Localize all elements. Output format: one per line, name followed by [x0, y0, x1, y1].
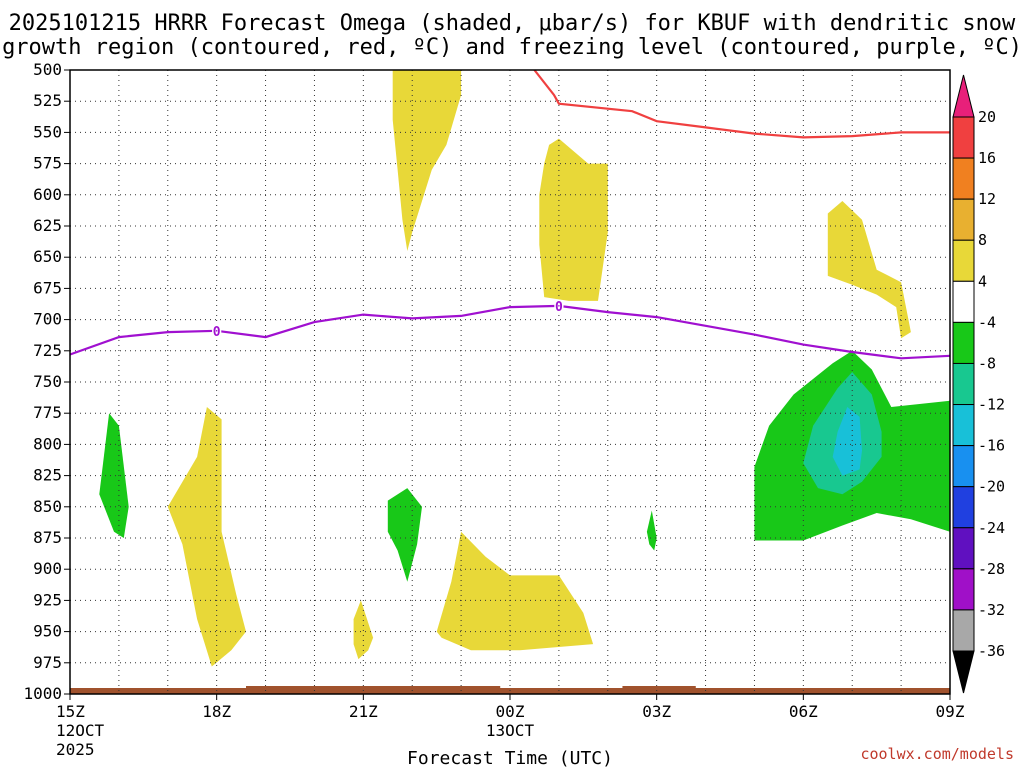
y-tick-label-550: 550 [33, 122, 62, 141]
x-tick-label-00Z: 00Z [496, 702, 525, 721]
x-tick-sublabel-00Z: 13OCT [486, 721, 535, 740]
colorbar-label-10: -24 [978, 519, 1005, 537]
y-axis-ticks: 500 525 550 575 600 625 650 675 700 725 750 775 800 8… [23, 60, 70, 703]
y-tick-label-875: 875 [33, 528, 62, 547]
omega-region-0 [392, 70, 462, 251]
colorbar-top-arrow [952, 74, 975, 118]
omega-region-1 [539, 138, 608, 301]
colorbar-box-4 [952, 280, 975, 323]
omega-region-2 [827, 201, 911, 339]
colorbar-label-8: -16 [978, 437, 1005, 455]
colorbar-bottom-arrow [952, 650, 975, 694]
y-tick-label-575: 575 [33, 154, 62, 173]
dgz-contour-line [533, 69, 950, 139]
colorbar-label-11: -28 [978, 560, 1005, 578]
y-tick-label-500: 500 [33, 60, 62, 79]
omega-region-4 [353, 600, 374, 660]
y-tick-label-1000: 1000 [23, 684, 62, 703]
y-tick-label-800: 800 [33, 434, 62, 453]
colorbar-label-2: 12 [978, 190, 996, 208]
colorbar-box-6 [952, 362, 975, 406]
omega-region-3 [167, 407, 246, 667]
colorbar-box-5 [952, 321, 975, 364]
y-tick-label-850: 850 [33, 497, 62, 516]
x-tick-label-09Z: 09Z [936, 702, 965, 721]
chart-title-line1: 2025101215 HRRR Forecast Omega (shaded, … [9, 11, 1016, 36]
omega-region-6 [99, 413, 129, 538]
y-tick-label-675: 675 [33, 278, 62, 297]
colorbar-box-10 [952, 527, 975, 570]
y-tick-label-975: 975 [33, 653, 62, 672]
colorbar-label-13: -36 [978, 642, 1005, 660]
omega-region-5 [436, 531, 594, 651]
freezing-level-line [69, 304, 951, 360]
omega-region-7 [387, 488, 422, 582]
colorbar-box-8 [952, 445, 975, 488]
y-tick-label-650: 650 [33, 247, 62, 266]
x-tick-label-03Z: 03Z [642, 702, 671, 721]
y-tick-label-625: 625 [33, 216, 62, 235]
colorbar-box-3 [952, 239, 975, 282]
colorbar-box-11 [952, 568, 975, 611]
freezing-level-label-1: 0 [555, 300, 563, 315]
x-tick-label-06Z: 06Z [789, 702, 818, 721]
colorbar-label-6: -8 [978, 354, 996, 372]
chart-title-line2: growth region (contoured, red, ºC) and f… [2, 35, 1022, 60]
freezing-level-label-0: 0 [213, 325, 221, 340]
colorbar-box-1 [952, 157, 975, 200]
omega-shaded-regions [99, 70, 950, 667]
omega-region-11 [832, 407, 862, 476]
y-tick-label-775: 775 [33, 403, 62, 422]
colorbar-label-4: 4 [978, 272, 987, 290]
colorbar-box-9 [952, 486, 975, 529]
x-tick-sublabel-15Z: 12OCT [56, 721, 105, 740]
y-tick-label-925: 925 [33, 590, 62, 609]
colorbar-box-12 [952, 609, 975, 652]
credit-link[interactable]: coolwx.com/models [860, 745, 1014, 763]
contours: 00 [69, 69, 951, 360]
y-tick-label-825: 825 [33, 466, 62, 485]
y-tick-label-750: 750 [33, 372, 62, 391]
colorbar-label-5: -4 [978, 313, 996, 331]
x-axis-label: Forecast Time (UTC) [407, 748, 613, 768]
colorbar-label-0: 20 [978, 108, 996, 126]
x-tick-label-21Z: 21Z [349, 702, 378, 721]
colorbar-label-3: 8 [978, 231, 987, 249]
colorbar-box-2 [952, 198, 975, 241]
colorbar-label-12: -32 [978, 601, 1005, 619]
colorbar-box-7 [952, 404, 975, 447]
y-tick-label-600: 600 [33, 185, 62, 204]
y-tick-label-950: 950 [33, 622, 62, 641]
y-tick-label-700: 700 [33, 310, 62, 329]
colorbar-label-9: -20 [978, 478, 1005, 496]
x-tick-year-15Z: 2025 [56, 740, 95, 759]
x-tick-label-15Z: 15Z [56, 702, 85, 721]
colorbar-box-0 [952, 116, 975, 159]
y-tick-label-725: 725 [33, 341, 62, 360]
omega-region-8 [646, 510, 657, 551]
x-tick-label-18Z: 18Z [202, 702, 231, 721]
colorbar-label-1: 16 [978, 149, 996, 167]
ground-bump-1 [246, 686, 501, 689]
y-tick-label-525: 525 [33, 91, 62, 110]
colorbar: 20 16 12 8 4 -4 -8 -12 -16 -20 -24 -28 -32 -36 [952, 74, 1005, 694]
y-tick-label-900: 900 [33, 559, 62, 578]
ground-bump-2 [622, 686, 696, 689]
colorbar-label-7: -12 [978, 396, 1005, 414]
